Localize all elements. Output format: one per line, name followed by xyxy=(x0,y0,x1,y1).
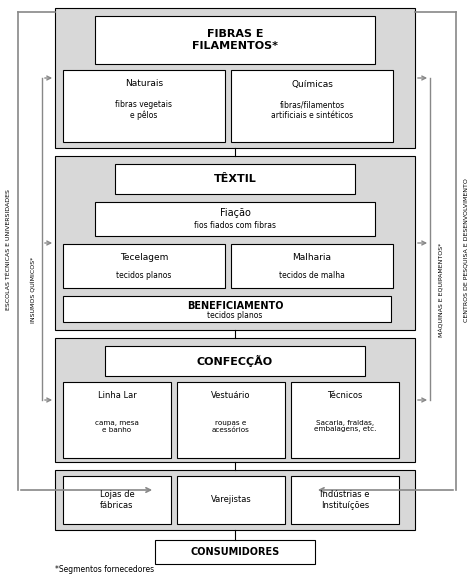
Text: MÁQUINAS E EQUIPAMENTOS*: MÁQUINAS E EQUIPAMENTOS* xyxy=(438,243,444,337)
Bar xyxy=(55,156,415,330)
Bar xyxy=(55,470,415,530)
Bar xyxy=(63,70,225,142)
Bar xyxy=(177,476,285,524)
Text: fibras/filamentos
artificiais e sintéticos: fibras/filamentos artificiais e sintétic… xyxy=(271,100,353,120)
Text: Sacaria, fraldas,
embalagens, etc.: Sacaria, fraldas, embalagens, etc. xyxy=(314,419,376,432)
Text: *Segmentos fornecedores: *Segmentos fornecedores xyxy=(55,566,154,574)
Bar xyxy=(63,476,171,524)
Text: INSUMOS QUÍMICOS*: INSUMOS QUÍMICOS* xyxy=(30,257,36,323)
Text: Fiação: Fiação xyxy=(219,208,250,218)
Text: Naturais: Naturais xyxy=(125,80,163,88)
Bar xyxy=(291,476,399,524)
Bar xyxy=(63,296,391,322)
Text: Lojas de
fábricas: Lojas de fábricas xyxy=(100,490,134,510)
Text: Técnicos: Técnicos xyxy=(328,391,363,400)
Bar xyxy=(231,70,393,142)
Bar xyxy=(63,244,225,288)
Bar xyxy=(231,244,393,288)
Text: Linha Lar: Linha Lar xyxy=(98,391,137,400)
Text: Malharia: Malharia xyxy=(292,253,331,261)
Text: cama, mesa
e banho: cama, mesa e banho xyxy=(95,419,139,432)
Bar xyxy=(63,382,171,458)
Text: ESCOLAS TÉCNICAS E UNIVERSIDADES: ESCOLAS TÉCNICAS E UNIVERSIDADES xyxy=(6,190,10,311)
Text: Tecelagem: Tecelagem xyxy=(120,253,168,261)
Bar xyxy=(291,382,399,458)
Text: CENTROS DE PESQUISA E DESENVOLVIMENTO: CENTROS DE PESQUISA E DESENVOLVIMENTO xyxy=(464,178,468,322)
Text: roupas e
acessórios: roupas e acessórios xyxy=(212,419,250,432)
Text: BENEFICIAMENTO: BENEFICIAMENTO xyxy=(187,301,283,311)
Text: Químicas: Químicas xyxy=(291,80,333,88)
Bar xyxy=(177,382,285,458)
Text: Vestuário: Vestuário xyxy=(211,391,251,400)
Bar xyxy=(55,8,415,148)
Text: FIBRAS E
FILAMENTOS*: FIBRAS E FILAMENTOS* xyxy=(192,29,278,51)
Text: fios fiados com fibras: fios fiados com fibras xyxy=(194,222,276,230)
Text: TÊXTIL: TÊXTIL xyxy=(214,174,256,184)
Text: Indústrias e
Instituíções: Indústrias e Instituíções xyxy=(320,490,370,510)
Bar xyxy=(155,540,315,564)
Bar xyxy=(115,164,355,194)
Bar xyxy=(95,202,375,236)
Text: CONSUMIDORES: CONSUMIDORES xyxy=(191,547,280,557)
Text: CONFECÇÃO: CONFECÇÃO xyxy=(197,355,273,367)
Text: fibras vegetais
e pêlos: fibras vegetais e pêlos xyxy=(116,100,173,120)
Text: Varejistas: Varejistas xyxy=(210,495,251,504)
Text: tecidos planos: tecidos planos xyxy=(207,311,263,321)
Bar xyxy=(105,346,365,376)
Text: tecidos planos: tecidos planos xyxy=(116,270,172,280)
Bar xyxy=(95,16,375,64)
Text: tecidos de malha: tecidos de malha xyxy=(279,270,345,280)
Bar xyxy=(55,338,415,462)
